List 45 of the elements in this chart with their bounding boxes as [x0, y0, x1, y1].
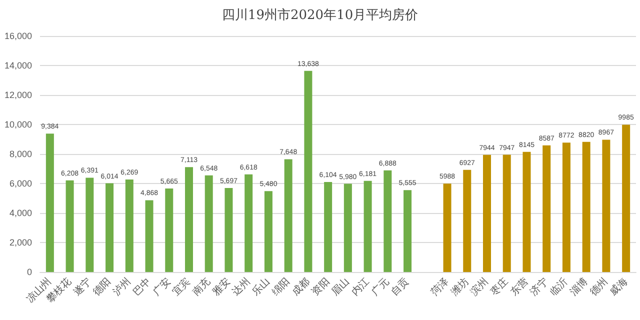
bar [66, 180, 74, 272]
bar [502, 154, 511, 272]
x-tick-label: 泸州 [110, 275, 134, 298]
bar [384, 170, 392, 272]
x-tick-label: 遂宁 [70, 275, 94, 298]
bar [224, 188, 233, 272]
y-tick-label: 10,000 [4, 120, 32, 130]
bar [364, 180, 372, 272]
y-tick-label: 0 [26, 267, 32, 277]
x-tick-label: 临沂 [548, 275, 570, 298]
bar [46, 134, 54, 272]
x-tick-label: 乐山 [250, 275, 272, 298]
bar [145, 200, 154, 272]
bar [264, 191, 272, 272]
x-tick-label: 德阳 [92, 276, 114, 298]
bar [86, 178, 94, 272]
chart-title: 四川19州市2020年10月平均房价 [222, 7, 418, 23]
bar [463, 170, 472, 272]
y-tick-label: 14,000 [4, 60, 32, 70]
y-tick-label: 16,000 [4, 31, 32, 41]
y-tick-label: 12,000 [4, 90, 32, 100]
bar [602, 140, 610, 272]
bar [404, 190, 412, 272]
bar [304, 70, 312, 272]
bar [443, 184, 452, 272]
y-tick-label: 4,000 [9, 208, 32, 218]
bar [204, 175, 213, 272]
bar [244, 174, 253, 272]
y-tick-label: 2,000 [9, 238, 32, 248]
bar [324, 182, 332, 272]
bar [185, 167, 193, 272]
y-tick-label: 6,000 [9, 178, 32, 188]
bar [622, 124, 630, 272]
bar [542, 145, 551, 272]
bar [165, 188, 174, 272]
bar [522, 152, 531, 272]
bar [582, 142, 590, 272]
bar [562, 142, 570, 272]
bar [483, 154, 491, 272]
bar [344, 184, 352, 272]
x-tick-label: 眉山 [329, 275, 352, 298]
y-tick-label: 8,000 [9, 149, 32, 159]
bar [106, 183, 114, 272]
bar [284, 159, 292, 272]
bar [125, 180, 134, 272]
